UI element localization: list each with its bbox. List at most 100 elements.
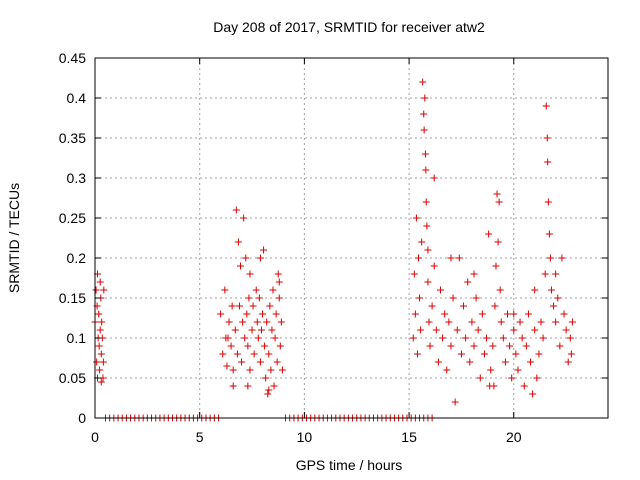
data-point — [566, 334, 574, 342]
data-point — [552, 318, 560, 326]
data-point — [441, 310, 449, 318]
data-point — [259, 310, 267, 318]
data-point — [468, 318, 476, 326]
plot-frame — [94, 57, 609, 419]
data-point — [544, 158, 552, 166]
data-point — [410, 270, 418, 278]
data-point — [96, 366, 104, 374]
data-point — [274, 270, 282, 278]
data-point — [273, 358, 281, 366]
y-tick-label: 0.2 — [67, 250, 87, 266]
data-point — [428, 302, 436, 310]
data-point — [416, 294, 424, 302]
data-point — [420, 110, 428, 118]
data-point — [516, 318, 524, 326]
y-tick-label: 0.45 — [59, 50, 86, 66]
x-tick-label: 5 — [196, 429, 204, 445]
x-tick-label: 15 — [401, 429, 417, 445]
data-point — [224, 334, 232, 342]
data-point — [98, 318, 106, 326]
data-point — [269, 286, 277, 294]
data-point — [96, 278, 104, 286]
data-point — [426, 342, 434, 350]
data-point — [527, 358, 535, 366]
data-point — [246, 270, 254, 278]
data-point — [256, 254, 264, 262]
data-point — [231, 326, 239, 334]
data-point — [451, 398, 459, 406]
data-point — [275, 278, 283, 286]
data-point — [554, 294, 562, 302]
data-point — [421, 150, 429, 158]
data-point — [550, 302, 558, 310]
data-point — [233, 350, 241, 358]
data-point — [223, 362, 231, 370]
data-point — [558, 254, 566, 262]
data-point — [250, 350, 258, 358]
data-point — [470, 270, 478, 278]
data-point — [260, 246, 268, 254]
data-point — [235, 302, 243, 310]
data-point — [466, 358, 474, 366]
data-point — [522, 342, 530, 350]
data-point — [265, 350, 273, 358]
data-point — [443, 366, 451, 374]
data-point — [518, 334, 526, 342]
data-point — [244, 382, 252, 390]
y-axis-label: SRMTID / TECUs — [6, 183, 22, 293]
data-point — [411, 310, 419, 318]
data-point — [255, 294, 263, 302]
data-point — [480, 350, 488, 358]
data-point — [97, 350, 105, 358]
data-point — [263, 318, 271, 326]
data-point — [439, 334, 447, 342]
data-point — [219, 350, 227, 358]
data-point — [409, 334, 417, 342]
data-point — [93, 358, 101, 366]
data-point — [455, 254, 463, 262]
data-point — [564, 358, 572, 366]
data-point — [447, 254, 455, 262]
data-point — [492, 262, 500, 270]
data-point — [510, 326, 518, 334]
data-point — [529, 390, 537, 398]
data-point — [472, 294, 480, 302]
y-tick-label: 0.05 — [59, 370, 86, 386]
data-point — [490, 382, 498, 390]
data-point — [249, 302, 257, 310]
data-point — [225, 318, 233, 326]
data-point — [253, 318, 261, 326]
data-point — [457, 350, 465, 358]
y-tick-label: 0 — [78, 410, 86, 426]
data-point — [239, 318, 247, 326]
data-point — [275, 294, 283, 302]
x-tick-label: 10 — [297, 429, 313, 445]
y-tick-label: 0.3 — [67, 170, 87, 186]
data-point — [217, 310, 225, 318]
data-point — [412, 214, 420, 222]
data-point — [246, 366, 254, 374]
data-point — [242, 254, 250, 262]
data-point — [424, 246, 432, 254]
data-point — [278, 366, 286, 374]
data-point — [539, 334, 547, 342]
data-point — [419, 78, 427, 86]
x-tick-label: 20 — [506, 429, 522, 445]
data-point — [535, 350, 543, 358]
data-point — [476, 374, 484, 382]
data-point — [264, 390, 272, 398]
data-point — [415, 254, 423, 262]
data-point — [496, 286, 504, 294]
data-point — [256, 358, 264, 366]
data-point — [237, 262, 245, 270]
data-point — [240, 214, 248, 222]
data-point — [436, 286, 444, 294]
data-point — [508, 374, 516, 382]
data-point — [417, 326, 425, 334]
data-point — [92, 286, 100, 294]
data-point — [243, 310, 251, 318]
data-point — [567, 350, 575, 358]
data-point — [447, 342, 455, 350]
data-point — [510, 310, 518, 318]
